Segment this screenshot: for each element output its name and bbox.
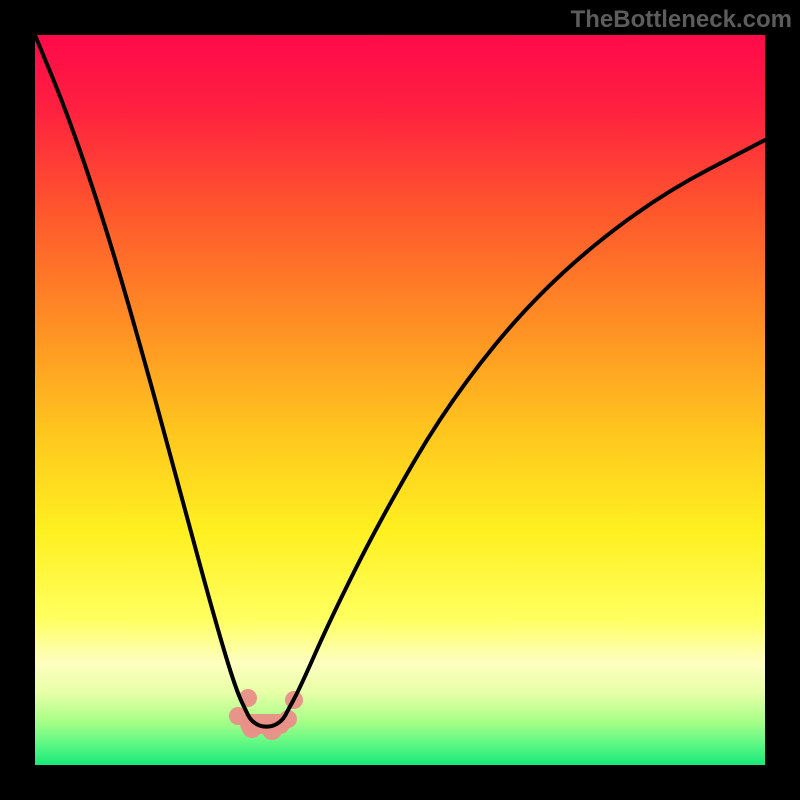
chart-svg: [0, 0, 800, 800]
watermark-text: TheBottleneck.com: [571, 6, 792, 34]
chart-container: TheBottleneck.com: [0, 0, 800, 800]
plot-area: [35, 35, 765, 765]
